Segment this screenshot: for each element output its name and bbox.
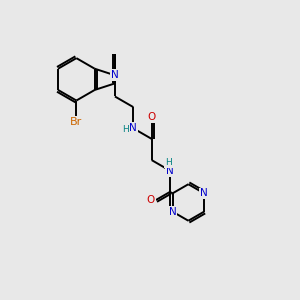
Text: O: O (146, 195, 155, 205)
Text: N: N (166, 166, 174, 176)
Text: Br: Br (70, 117, 82, 127)
Text: O: O (148, 112, 156, 122)
Text: N: N (169, 207, 176, 217)
Text: H: H (122, 125, 128, 134)
Text: H: H (165, 158, 172, 167)
Text: N: N (129, 123, 137, 133)
Text: N: N (111, 70, 119, 80)
Text: N: N (200, 188, 208, 198)
